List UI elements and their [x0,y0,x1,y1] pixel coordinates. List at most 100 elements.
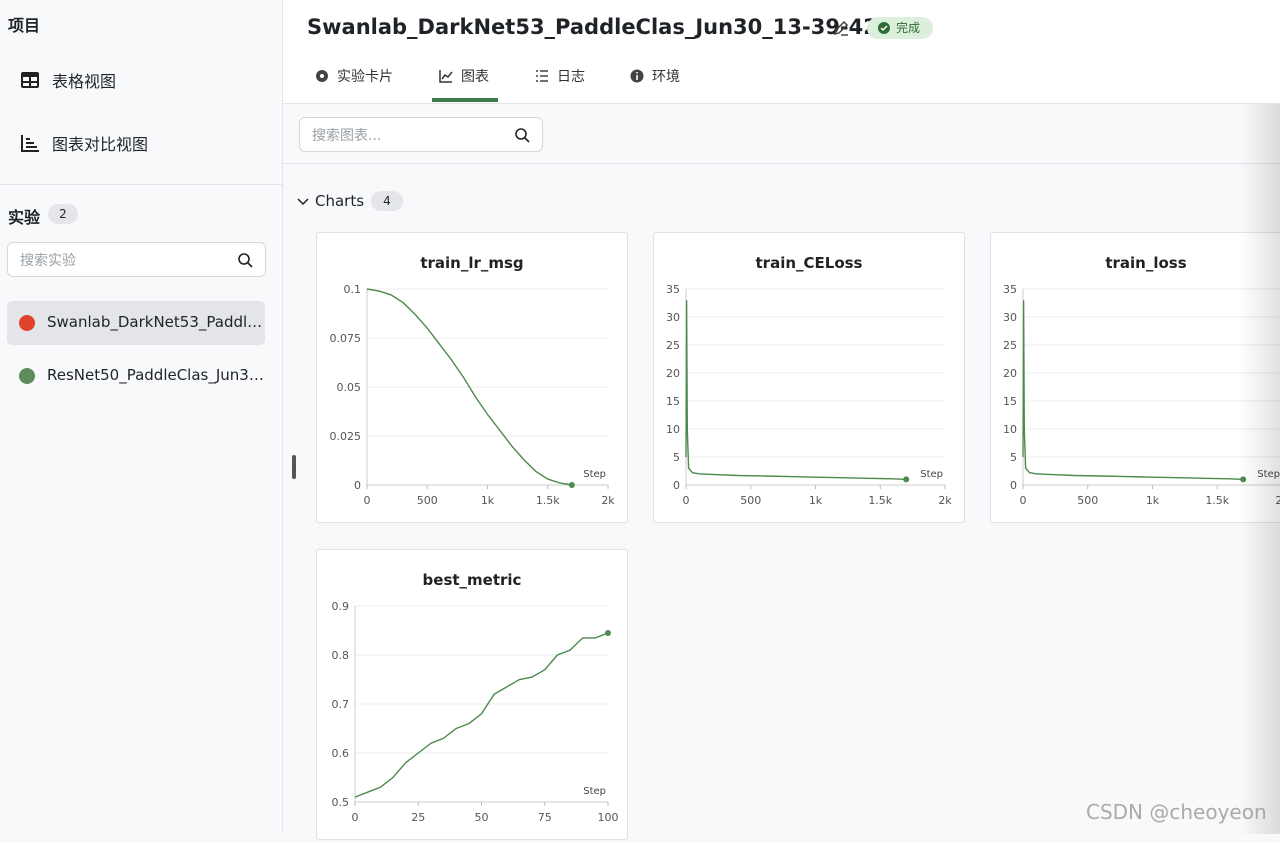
x-axis-label: Step [583,469,606,480]
x-tick-label: 25 [411,811,425,824]
experiment-item[interactable]: ResNet50_PaddleClas_Jun3… [7,354,265,398]
nav-label: 图表对比视图 [52,135,149,154]
chart: best_metric 0.5 0.6 0.7 0.8 0.9 0 25 50 75 100 Step [332,571,619,824]
resize-handle[interactable] [292,455,296,479]
tab-icon [630,69,644,83]
y-tick-label: 20 [1003,367,1017,380]
chart-card: train_lr_msg 0 0.025 0.05 0.075 0.1 0 500 1k 1.5k… [316,232,628,523]
tab[interactable]: 实验卡片 [315,66,393,86]
y-tick-label: 35 [666,283,680,296]
y-tick-label: 10 [666,423,680,436]
watermark: CSDN @cheoyeon [1086,800,1267,824]
y-tick-label: 5 [1010,451,1017,464]
experiment-name: Swanlab_DarkNet53_Paddl… [47,313,263,331]
y-tick-label: 30 [1003,311,1017,324]
project-label: 项目 [8,16,41,35]
nav-label: 表格视图 [52,72,117,91]
collapse-chevron[interactable] [297,196,309,208]
chart-title: train_lr_msg [420,254,523,272]
x-tick-label: 2k [601,494,615,507]
data-line [685,300,907,481]
tab-icon [316,70,328,82]
status-badge: 完成 [867,17,933,39]
placeholder: 搜索图表... [312,128,382,144]
x-tick-label: 0 [352,811,359,824]
experiment-color [19,368,35,384]
sidebar: 项目 表格视图 图表对比视图 实验 2 搜索实验 Swanlab_DarkNet… [0,0,283,834]
tab-active[interactable]: 图表 [439,66,489,86]
y-tick-label: 15 [666,395,680,408]
y-tick-label: 25 [666,339,680,352]
y-tick-label: 0.05 [337,381,362,394]
x-axis-label: Step [583,786,606,797]
status-text: 完成 [896,21,921,35]
y-tick-label: 0.075 [330,332,362,345]
data-line [1022,300,1244,481]
chart-title: train_loss [1105,254,1186,272]
x-tick-label: 0 [364,494,371,507]
divider [0,184,282,185]
divider [283,163,1280,164]
x-tick-label: 1.5k [1205,494,1229,507]
y-tick-label: 15 [1003,395,1017,408]
header: Swanlab_DarkNet53_PaddleClas_Jun30_13-39… [283,0,1280,104]
y-tick-label: 25 [1003,339,1017,352]
x-tick-label: 1.5k [536,494,560,507]
tab[interactable]: 环境 [630,66,680,86]
nav-chart-compare[interactable]: 图表对比视图 [20,131,148,155]
x-tick-label: 2k [938,494,952,507]
chart-search[interactable]: 搜索图表... [299,117,543,152]
x-tick-label: 2k [1275,494,1280,507]
scroll-shadow [1240,104,1280,834]
y-tick-label: 0.7 [332,698,350,711]
active-tab-underline [432,98,498,102]
x-tick-label: 500 [417,494,438,507]
chart-card: best_metric 0.5 0.6 0.7 0.8 0.9 0 25 50 75 100 Step [316,549,628,840]
x-tick-label: 1k [481,494,495,507]
chart: train_CELoss 0 5 10 15 20 25 30 35 0 500 1k 1.5k 2k St… [666,254,952,507]
x-tick-label: 75 [538,811,552,824]
chart-card: train_loss 0 5 10 15 20 25 30 35 0 500 1k 1.5k 2k Step [990,232,1280,523]
x-tick-label: 500 [1077,494,1098,507]
x-tick-label: 1k [809,494,823,507]
x-tick-label: 1.5k [868,494,892,507]
end-point [605,629,611,636]
tab-icon [439,70,453,83]
x-tick-label: 50 [475,811,489,824]
chart: train_loss 0 5 10 15 20 25 30 35 0 500 1k 1.5k 2k Step [1003,254,1280,507]
chart-icon [21,135,39,152]
experiments-count: 2 [48,204,78,224]
chart-grid: train_lr_msg 0 0.025 0.05 0.075 0.1 0 500 1k 1.5k… [316,232,1280,840]
edit-icon[interactable] [832,19,850,37]
section-count: 4 [371,191,403,211]
end-point [568,482,575,488]
tab-label: 日志 [557,69,585,85]
section-name: Charts [315,192,365,210]
y-tick-label: 0 [673,479,680,492]
table-icon [21,72,39,88]
experiment-item[interactable]: Swanlab_DarkNet53_Paddl… [7,301,265,345]
experiment-title: Swanlab_DarkNet53_PaddleClas_Jun30_13-39… [307,15,878,39]
experiment-name: ResNet50_PaddleClas_Jun3… [47,366,264,384]
y-tick-label: 35 [1003,283,1017,296]
data-line [354,632,609,798]
y-tick-label: 30 [666,311,680,324]
tab-icon [536,70,548,82]
experiment-color [19,315,35,331]
x-tick-label: 100 [598,811,619,824]
end-point [1240,476,1247,483]
search-icon [515,128,530,143]
experiment-search[interactable]: 搜索实验 [7,242,266,277]
y-tick-label: 0.6 [332,747,350,760]
nav-table-view[interactable]: 表格视图 [20,68,116,92]
y-tick-label: 0.8 [332,649,350,662]
y-tick-label: 20 [666,367,680,380]
tab[interactable]: 日志 [535,66,585,86]
data-line [366,288,572,486]
x-tick-label: 0 [1020,494,1027,507]
chart-title: best_metric [423,571,522,589]
search-icon [238,253,253,268]
tab-label: 环境 [652,69,680,85]
x-axis-label: Step [920,469,943,480]
